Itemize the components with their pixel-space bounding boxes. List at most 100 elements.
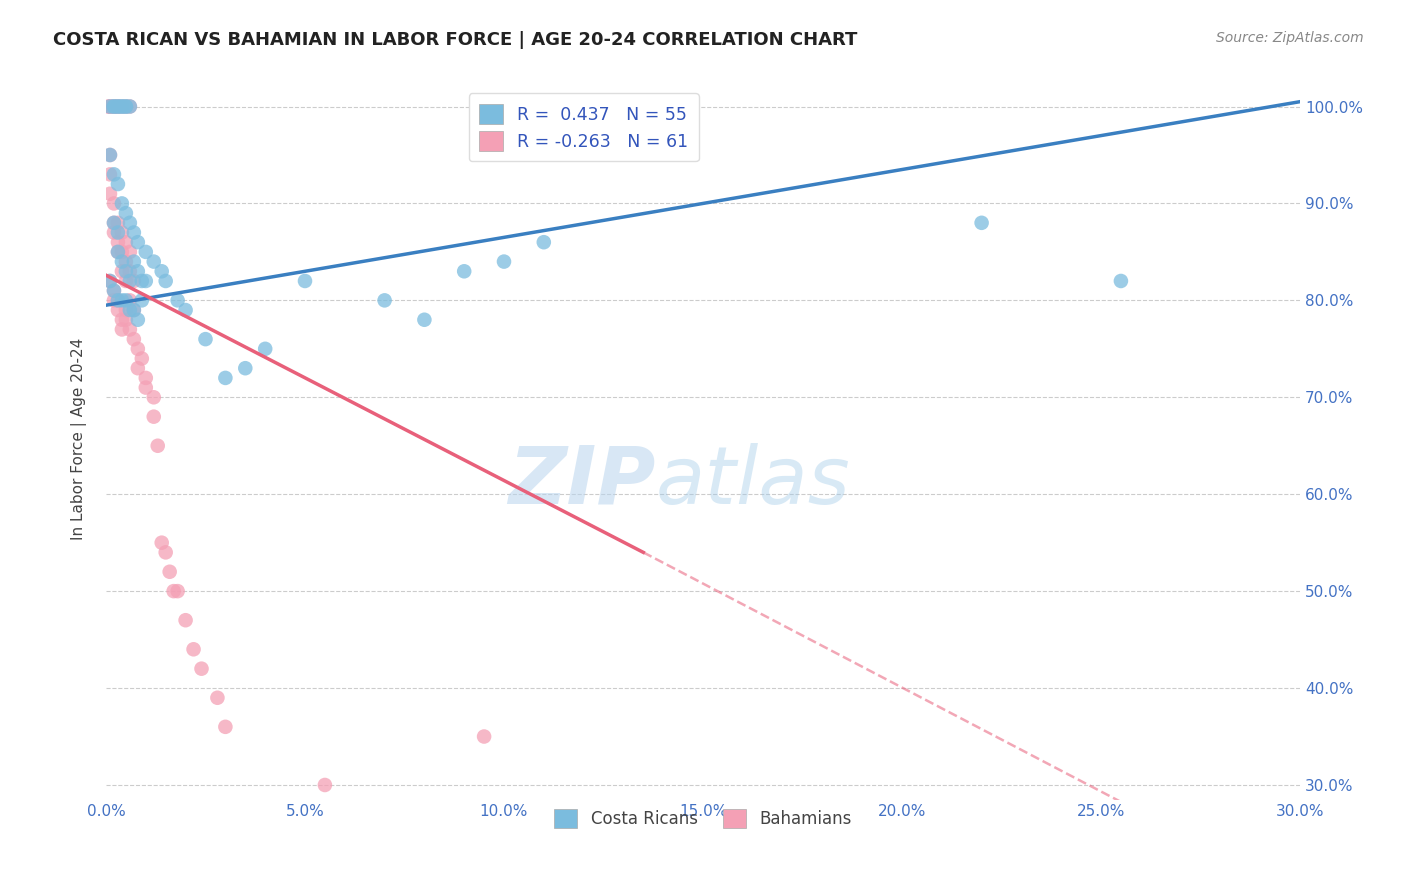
Point	[155, 545, 177, 559]
Point	[97, 99, 120, 113]
Point	[115, 303, 138, 318]
Point	[107, 293, 129, 308]
Point	[118, 244, 141, 259]
Point	[107, 244, 129, 259]
Point	[103, 99, 125, 113]
Point	[492, 254, 515, 268]
Point	[118, 99, 141, 113]
Point	[214, 720, 236, 734]
Point	[111, 312, 134, 326]
Point	[118, 293, 141, 308]
Point	[98, 148, 121, 162]
Point	[118, 303, 141, 318]
Y-axis label: In Labor Force | Age 20-24: In Labor Force | Age 20-24	[72, 337, 87, 540]
Point	[122, 303, 145, 318]
Point	[111, 226, 134, 240]
Point	[103, 226, 125, 240]
Point	[190, 662, 212, 676]
Point	[233, 361, 256, 376]
Point	[111, 99, 134, 113]
Point	[453, 264, 475, 278]
Point	[127, 312, 149, 326]
Text: atlas: atlas	[655, 442, 851, 521]
Point	[111, 99, 134, 113]
Point	[131, 274, 153, 288]
Point	[118, 264, 141, 278]
Point	[107, 99, 129, 113]
Point	[294, 274, 316, 288]
Point	[118, 216, 141, 230]
Point	[142, 409, 165, 424]
Point	[118, 322, 141, 336]
Point	[111, 244, 134, 259]
Point	[135, 381, 157, 395]
Point	[103, 293, 125, 308]
Point	[98, 99, 121, 113]
Point	[103, 99, 125, 113]
Point	[103, 216, 125, 230]
Point	[166, 293, 188, 308]
Point	[122, 303, 145, 318]
Point	[183, 642, 205, 657]
Point	[127, 264, 149, 278]
Point	[131, 351, 153, 366]
Point	[107, 293, 129, 308]
Point	[107, 99, 129, 113]
Point	[135, 274, 157, 288]
Point	[111, 293, 134, 308]
Point	[98, 186, 121, 201]
Point	[122, 226, 145, 240]
Point	[127, 342, 149, 356]
Point	[115, 99, 138, 113]
Point	[103, 284, 125, 298]
Point	[254, 342, 277, 356]
Point	[970, 216, 993, 230]
Point	[111, 264, 134, 278]
Point	[194, 332, 217, 346]
Point	[115, 254, 138, 268]
Point	[115, 312, 138, 326]
Point	[207, 690, 229, 705]
Point	[103, 196, 125, 211]
Point	[107, 99, 129, 113]
Point	[98, 167, 121, 181]
Point	[150, 264, 173, 278]
Point	[98, 274, 121, 288]
Point	[146, 439, 169, 453]
Point	[163, 584, 186, 599]
Point	[174, 303, 197, 318]
Point	[98, 99, 121, 113]
Point	[413, 312, 436, 326]
Point	[107, 177, 129, 191]
Point	[111, 196, 134, 211]
Point	[107, 244, 129, 259]
Point	[150, 535, 173, 549]
Point	[115, 206, 138, 220]
Point	[159, 565, 181, 579]
Point	[533, 235, 555, 250]
Point	[1109, 274, 1132, 288]
Point	[103, 99, 125, 113]
Point	[111, 254, 134, 268]
Point	[374, 293, 396, 308]
Point	[122, 254, 145, 268]
Legend: Costa Ricans, Bahamians: Costa Ricans, Bahamians	[547, 802, 859, 835]
Text: Source: ZipAtlas.com: Source: ZipAtlas.com	[1216, 31, 1364, 45]
Text: ZIP: ZIP	[508, 442, 655, 521]
Point	[122, 332, 145, 346]
Point	[103, 216, 125, 230]
Text: COSTA RICAN VS BAHAMIAN IN LABOR FORCE | AGE 20-24 CORRELATION CHART: COSTA RICAN VS BAHAMIAN IN LABOR FORCE |…	[53, 31, 858, 49]
Point	[107, 303, 129, 318]
Point	[107, 216, 129, 230]
Point	[127, 235, 149, 250]
Point	[118, 99, 141, 113]
Point	[135, 244, 157, 259]
Point	[98, 148, 121, 162]
Point	[111, 99, 134, 113]
Point	[314, 778, 336, 792]
Point	[115, 99, 138, 113]
Point	[115, 274, 138, 288]
Point	[142, 254, 165, 268]
Point	[135, 371, 157, 385]
Point	[166, 584, 188, 599]
